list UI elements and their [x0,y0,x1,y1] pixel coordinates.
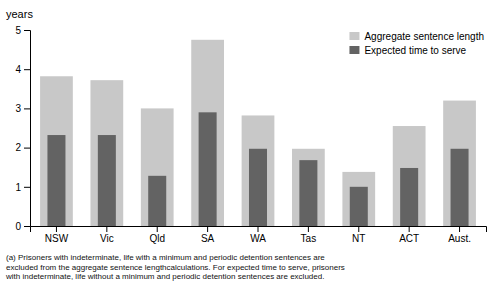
x-tick-label: Aust. [448,233,471,244]
x-tick: Tas [301,226,317,244]
x-tick-label: ACT [399,233,419,244]
footnote: (a) Prisoners with indeterminate, life w… [5,253,345,281]
x-tick-label: Vic [100,233,114,244]
legend-label: Aggregate sentence length [364,31,484,42]
y-tick: 1 [15,182,30,193]
y-tick: 3 [15,103,30,114]
bars [40,40,476,226]
x-tick: WA [250,226,266,244]
y-tick-mark [24,30,30,31]
x-tick: NT [352,226,365,244]
x-tick: SA [201,226,215,244]
x-tick-label: NSW [45,233,69,244]
bar [249,149,267,226]
bar [40,76,73,226]
x-tick-mark [207,226,208,232]
x-tick-mark [358,226,359,232]
x-tick-mark [258,226,259,232]
y-tick-label: 2 [15,142,21,153]
y-axis-title: years [6,8,33,20]
bar [90,80,123,226]
plot: 0 1 2 3 4 5 NSW Vic Qld SA WA Tas NT ACT Aust. [15,25,486,244]
x-tick: Aust. [448,226,471,244]
series-bars [47,112,468,226]
x-tick: Qld [149,226,165,244]
y-tick: 5 [15,25,30,36]
x-tick-label: NT [352,233,365,244]
y-tick-label: 1 [15,182,21,193]
x-tick-mark [459,226,460,232]
y-tick-label: 0 [15,221,21,232]
bar [47,135,65,226]
bar [393,126,426,226]
legend-swatch [349,32,359,40]
legend-swatch [349,46,359,54]
x-axis-line [31,227,487,233]
bar [191,40,224,226]
legend-item: Expected time to serve [349,45,466,56]
y-tick-label: 5 [15,25,21,36]
y-tick: 0 [15,221,30,232]
bar [242,115,275,226]
y-axis-line [24,31,31,227]
x-tick-label: SA [201,233,215,244]
legend-item: Aggregate sentence length [349,31,484,42]
bar [299,160,317,226]
bar [443,101,476,226]
bar [400,168,418,226]
legend: Aggregate sentence length Expected time t… [349,31,484,56]
bar [350,187,368,226]
footnote-line: (a) Prisoners with indeterminate, life w… [6,253,325,262]
x-tick: Vic [100,226,114,244]
x-axis: NSW Vic Qld SA WA Tas NT ACT Aust. [31,226,487,244]
bar [148,176,166,226]
bar [141,108,174,226]
x-tick-mark [308,226,309,232]
bar [451,149,469,226]
y-tick-mark [24,108,30,109]
x-tick-mark [106,226,107,232]
chart: 0 1 2 3 4 5 NSW Vic Qld SA WA Tas NT ACT Aust. years Agg… [0,0,496,284]
y-tick-mark [24,148,30,149]
x-tick: ACT [399,226,419,244]
footnote-line: excluded from the aggregate sentence len… [6,263,345,272]
bar [98,135,116,226]
y-tick: 2 [15,142,30,153]
y-tick-mark [24,226,30,227]
legend-label: Expected time to serve [364,45,466,56]
y-tick-label: 4 [15,64,21,75]
y-tick: 4 [15,64,30,75]
series-bars [40,40,476,226]
x-tick-label: Tas [301,233,317,244]
x-tick-mark [157,226,158,232]
bar [199,112,217,226]
x-tick-label: WA [250,233,266,244]
bar [342,172,375,226]
footnote-line: with indeterminate, life without a minim… [5,272,324,281]
x-tick: NSW [45,226,69,244]
y-axis: 0 1 2 3 4 5 [15,25,30,232]
y-tick-mark [24,69,30,70]
x-tick-label: Qld [149,233,165,244]
x-tick-mark [56,226,57,232]
x-tick-mark [409,226,410,232]
bar [292,149,325,226]
y-tick-label: 3 [15,103,21,114]
y-tick-mark [24,187,30,188]
